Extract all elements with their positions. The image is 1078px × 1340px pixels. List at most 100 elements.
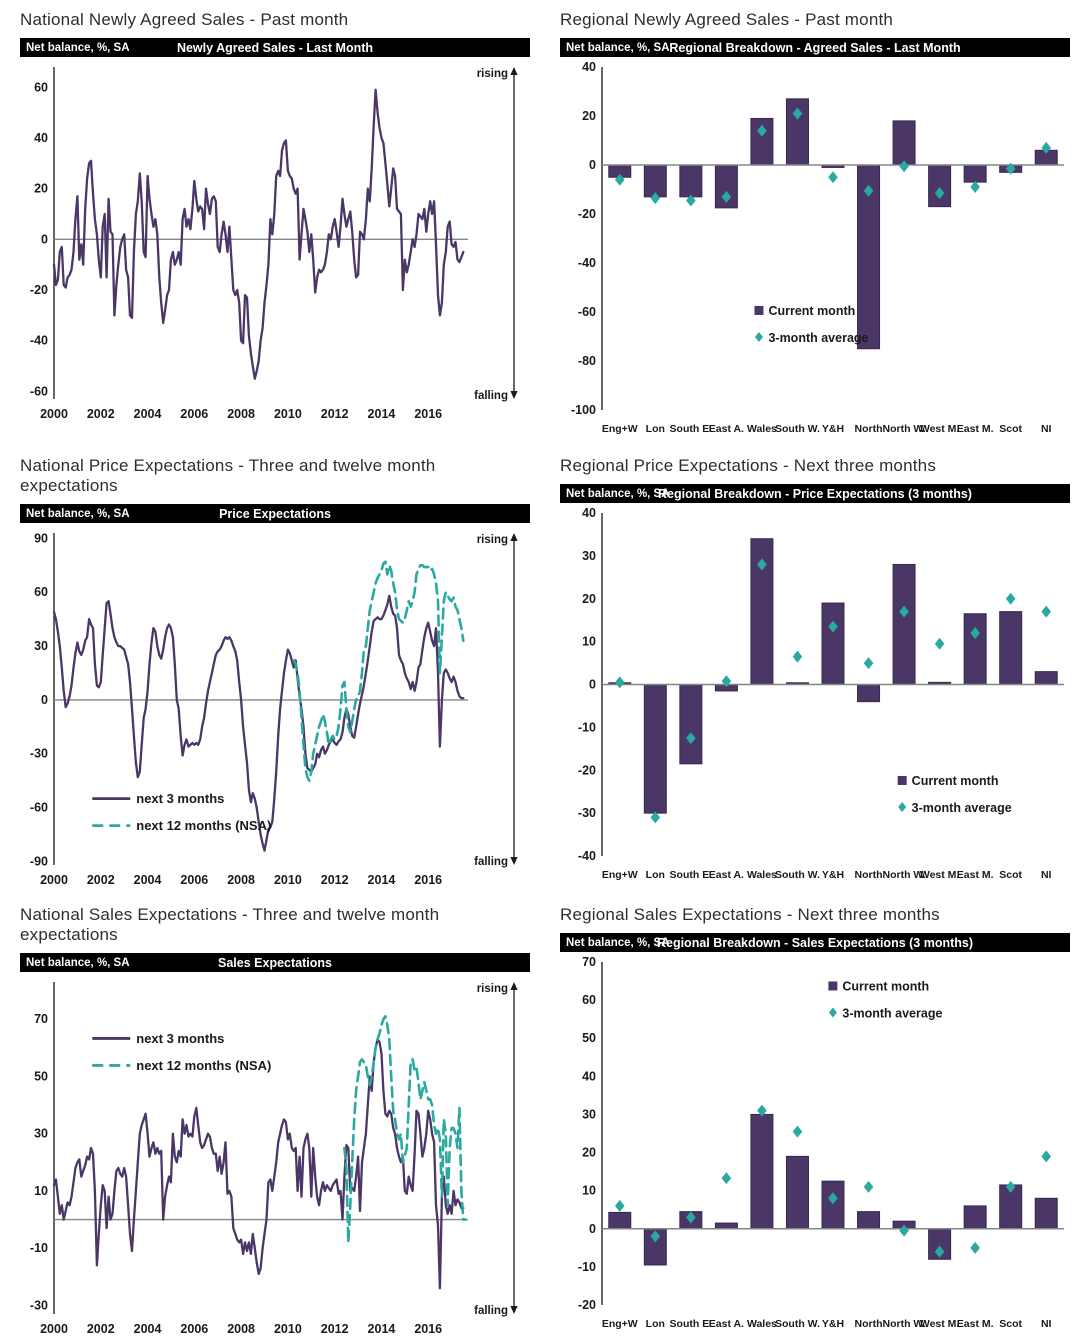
svg-text:North: North <box>855 869 883 881</box>
svg-text:NI: NI <box>1041 423 1052 435</box>
svg-text:Wales: Wales <box>747 1318 777 1330</box>
svg-text:2008: 2008 <box>227 873 255 887</box>
svg-text:falling: falling <box>474 390 508 402</box>
svg-text:South W.: South W. <box>775 869 820 881</box>
chart-title: National Newly Agreed Sales - Past month <box>20 10 349 29</box>
svg-text:Scot: Scot <box>999 869 1022 881</box>
svg-text:2016: 2016 <box>414 873 442 887</box>
svg-text:2006: 2006 <box>180 407 208 421</box>
svg-text:-40: -40 <box>578 849 596 863</box>
svg-text:Current month: Current month <box>768 304 855 318</box>
svg-text:70: 70 <box>582 955 596 969</box>
svg-text:North: North <box>855 423 883 435</box>
svg-text:-20: -20 <box>578 207 596 221</box>
svg-text:East A.: East A. <box>709 423 744 435</box>
svg-text:10: 10 <box>582 1184 596 1198</box>
svg-text:40: 40 <box>34 131 48 145</box>
svg-text:Wales: Wales <box>747 423 777 435</box>
national-price-expectations-plot: -90 -60 -30 0 30 60 90 2000 2002 2004 2006 2008 2010… <box>30 531 518 887</box>
svg-text:falling: falling <box>474 1305 508 1317</box>
svg-text:30: 30 <box>34 639 48 653</box>
svg-text:South E.: South E. <box>670 1318 713 1330</box>
header-title: Regional Breakdown - Price Expectations … <box>658 486 972 501</box>
svg-text:2012: 2012 <box>321 407 349 421</box>
svg-text:2014: 2014 <box>368 1322 396 1336</box>
svg-text:-60: -60 <box>578 305 596 319</box>
svg-text:Current month: Current month <box>912 774 999 788</box>
svg-text:2016: 2016 <box>414 407 442 421</box>
svg-text:rising: rising <box>477 534 508 546</box>
chart-title: Regional Price Expectations - Next three… <box>560 456 937 475</box>
svg-text:North: North <box>855 1318 883 1330</box>
header-axis-label: Net balance, %, SA <box>26 41 130 54</box>
svg-text:2000: 2000 <box>40 407 68 421</box>
chart-header-bar: Net balance, %, SA Price Expectations <box>20 504 530 523</box>
header-title: Regional Breakdown - Agreed Sales - Last… <box>669 40 961 55</box>
svg-text:3-month average: 3-month average <box>912 801 1012 815</box>
svg-text:-40: -40 <box>30 334 48 348</box>
svg-text:West M.: West M. <box>920 423 960 435</box>
svg-text:2004: 2004 <box>134 873 162 887</box>
svg-text:30: 30 <box>34 1127 48 1141</box>
chart-header-bar: Net balance, %, SA Regional Breakdown - … <box>560 38 1070 57</box>
svg-text:next 3 months: next 3 months <box>136 791 224 806</box>
svg-text:2006: 2006 <box>180 1322 208 1336</box>
svg-text:-20: -20 <box>578 1298 596 1312</box>
svg-text:South W.: South W. <box>775 423 820 435</box>
header-title: Regional Breakdown - Sales Expectations … <box>656 935 974 950</box>
svg-text:40: 40 <box>582 60 596 74</box>
chart-card-national-sales-expectations: National Sales Expectations - Three and … <box>20 901 530 1340</box>
svg-text:20: 20 <box>582 1146 596 1160</box>
chart-card-regional-sales-expectations: Regional Sales Expectations - Next three… <box>560 901 1070 1340</box>
svg-text:10: 10 <box>582 635 596 649</box>
svg-text:0: 0 <box>41 232 48 246</box>
svg-text:2008: 2008 <box>227 1322 255 1336</box>
svg-text:2004: 2004 <box>134 407 162 421</box>
svg-text:2014: 2014 <box>368 873 396 887</box>
header-axis-label: Net balance, %, SA <box>566 487 670 500</box>
svg-text:South E.: South E. <box>670 869 713 881</box>
svg-text:Scot: Scot <box>999 1318 1022 1330</box>
svg-text:20: 20 <box>582 109 596 123</box>
header-title: Sales Expectations <box>218 955 332 970</box>
chart-card-national-newly-agreed-sales: National Newly Agreed Sales - Past month… <box>20 6 530 442</box>
svg-text:North W.: North W. <box>882 423 925 435</box>
svg-text:East M.: East M. <box>957 423 994 435</box>
svg-text:Current month: Current month <box>842 979 929 993</box>
svg-text:East A.: East A. <box>709 1318 744 1330</box>
svg-text:0: 0 <box>589 158 596 172</box>
svg-text:2012: 2012 <box>321 1322 349 1336</box>
svg-text:next 12 months (NSA): next 12 months (NSA) <box>136 1058 271 1073</box>
svg-text:-20: -20 <box>30 283 48 297</box>
svg-text:2016: 2016 <box>414 1322 442 1336</box>
chart-card-national-price-expectations: National Price Expectations - Three and … <box>20 452 530 891</box>
header-title: Newly Agreed Sales - Last Month <box>176 40 374 55</box>
chart-title: Regional Newly Agreed Sales - Past month <box>560 10 894 29</box>
svg-text:60: 60 <box>582 993 596 1007</box>
svg-text:East A.: East A. <box>709 869 744 881</box>
svg-text:Eng+W: Eng+W <box>602 1318 638 1330</box>
svg-text:2008: 2008 <box>227 407 255 421</box>
svg-text:Eng+W: Eng+W <box>602 423 638 435</box>
chart-title: National Sales Expectations - Three and … <box>20 905 440 944</box>
svg-text:2002: 2002 <box>87 1322 115 1336</box>
svg-text:South W.: South W. <box>775 1318 820 1330</box>
svg-text:-10: -10 <box>578 720 596 734</box>
svg-text:-10: -10 <box>30 1241 48 1255</box>
svg-text:-30: -30 <box>578 806 596 820</box>
svg-text:2000: 2000 <box>40 1322 68 1336</box>
svg-text:falling: falling <box>474 856 508 868</box>
svg-text:2000: 2000 <box>40 873 68 887</box>
svg-text:West M.: West M. <box>920 869 960 881</box>
svg-text:50: 50 <box>34 1069 48 1083</box>
svg-text:NI: NI <box>1041 1318 1052 1330</box>
chart-card-regional-newly-agreed-sales: Regional Newly Agreed Sales - Past month… <box>560 6 1070 442</box>
svg-text:-10: -10 <box>578 1260 596 1274</box>
svg-text:0: 0 <box>41 693 48 707</box>
svg-text:-30: -30 <box>30 1298 48 1312</box>
svg-text:East M.: East M. <box>957 1318 994 1330</box>
svg-text:2010: 2010 <box>274 873 302 887</box>
